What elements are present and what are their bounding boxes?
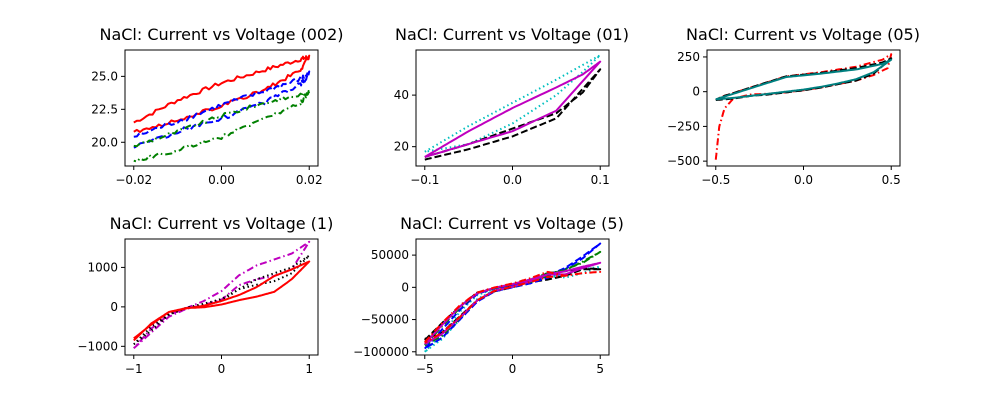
series-line-1 [424,267,602,341]
y-tick-label: 0 [401,280,409,294]
series-line-0 [133,54,311,133]
y-tick-label: 0 [692,85,700,99]
x-tick-label: 0.02 [296,173,323,187]
y-tick-label: −500 [667,154,700,168]
subplot-title: NaCl: Current vs Voltage (01) [395,25,629,44]
subplot-1: NaCl: Current vs Voltage (1) −1 0 1 −1000 0 1… [77,214,333,376]
y-tick-label: 25.0 [91,69,118,83]
plot-area [424,54,602,161]
series-line-2 [133,90,311,163]
subplot-5: NaCl: Current vs Voltage (5) −5 0 5 −100000… [353,214,624,376]
series-line-3 [424,250,602,347]
series-line-1 [715,57,893,101]
y-tick-label: 20 [394,140,409,154]
subplot-title: NaCl: Current vs Voltage (002) [99,25,343,44]
x-tick-label: 0.00 [208,173,235,187]
x-tick-label: −0.02 [115,173,152,187]
subplot-title: NaCl: Current vs Voltage (1) [110,214,334,233]
x-tick-label: 0 [509,362,517,376]
y-tick-label: −50000 [361,313,409,327]
x-tick-label: 0.0 [794,173,813,187]
x-tick-label: 0.1 [591,173,610,187]
y-tick-label: −100000 [353,345,409,359]
y-tick-label: 250 [677,50,700,64]
plot-area [714,53,893,160]
y-tick-label: 20.0 [91,135,118,149]
series-line-1 [424,68,602,161]
y-tick-label: 1000 [87,260,118,274]
plot-area [133,54,311,163]
x-tick-label: 5 [596,362,604,376]
y-tick-label: 22.5 [91,102,118,116]
y-tick-label: 40 [394,88,409,102]
x-tick-label: 0.5 [882,173,901,187]
x-tick-label: −0.1 [410,173,439,187]
y-tick-label: 0 [110,300,118,314]
subplot-05: NaCl: Current vs Voltage (05) −0.5 0.0 0.5… [667,25,920,187]
subplot-002: NaCl: Current vs Voltage (002) −0.02 0.00… [91,25,343,187]
series-line-0 [424,54,602,153]
plot-area [424,242,602,353]
series-line-2 [424,60,602,158]
y-tick-label: −1000 [77,339,118,353]
y-tick-label: −250 [667,119,700,133]
x-tick-label: −0.5 [701,173,730,187]
x-tick-label: 0 [218,362,226,376]
series-line-5 [424,270,602,344]
series-line-2 [715,58,893,101]
x-tick-label: −1 [125,362,143,376]
subplot-01: NaCl: Current vs Voltage (01) −0.1 0.0 0.1… [394,25,629,187]
plot-area [133,240,311,350]
x-tick-label: 1 [305,362,313,376]
x-tick-label: −5 [416,362,434,376]
subplot-title: NaCl: Current vs Voltage (5) [400,214,624,233]
series-line-2 [133,260,311,342]
y-tick-label: 50000 [371,248,409,262]
series-line-0 [133,240,311,350]
x-tick-label: 0.0 [503,173,522,187]
subplot-title: NaCl: Current vs Voltage (05) [686,25,920,44]
